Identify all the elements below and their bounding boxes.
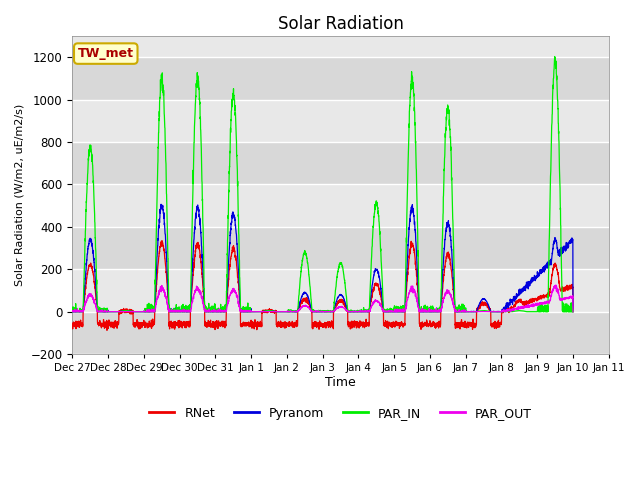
Pyranom bbox=[412, 242, 420, 248]
Pyranom bbox=[157, 202, 165, 207]
PAR_IN bbox=[287, 308, 295, 314]
PAR_OUT bbox=[292, 309, 300, 314]
PAR_IN bbox=[551, 54, 559, 60]
Pyranom bbox=[331, 305, 339, 311]
RNet bbox=[292, 320, 300, 326]
PAR_IN bbox=[291, 309, 299, 314]
Pyranom bbox=[292, 309, 300, 314]
PAR_OUT bbox=[331, 308, 339, 313]
PAR_OUT bbox=[552, 282, 559, 288]
PAR_OUT bbox=[412, 294, 420, 300]
RNet bbox=[412, 266, 420, 272]
Bar bbox=[72, 227, 609, 269]
PAR_IN bbox=[412, 153, 420, 158]
Bar bbox=[72, 312, 609, 354]
Text: TW_met: TW_met bbox=[78, 47, 134, 60]
PAR_OUT bbox=[132, 309, 140, 314]
Pyranom bbox=[132, 309, 140, 314]
PAR_OUT bbox=[390, 309, 398, 314]
Line: Pyranom: Pyranom bbox=[72, 204, 573, 312]
RNet bbox=[68, 321, 76, 327]
Y-axis label: Solar Radiation (W/m2, uE/m2/s): Solar Radiation (W/m2, uE/m2/s) bbox=[15, 104, 25, 286]
Line: PAR_IN: PAR_IN bbox=[72, 57, 573, 312]
PAR_IN bbox=[68, 309, 76, 314]
RNet bbox=[159, 238, 166, 244]
Bar bbox=[72, 57, 609, 99]
Bar bbox=[72, 184, 609, 227]
PAR_IN bbox=[132, 309, 140, 314]
RNet bbox=[103, 327, 111, 333]
PAR_OUT bbox=[287, 309, 295, 314]
Bar bbox=[72, 142, 609, 184]
PAR_IN bbox=[330, 300, 338, 306]
Bar bbox=[72, 99, 609, 142]
PAR_IN bbox=[569, 309, 577, 314]
Bar bbox=[72, 269, 609, 312]
RNet bbox=[331, 308, 339, 313]
X-axis label: Time: Time bbox=[325, 376, 356, 389]
Pyranom bbox=[569, 309, 577, 314]
PAR_OUT bbox=[68, 308, 76, 314]
Pyranom bbox=[287, 309, 295, 314]
Pyranom bbox=[390, 308, 398, 313]
PAR_IN bbox=[390, 309, 398, 314]
RNet bbox=[287, 323, 295, 329]
PAR_OUT bbox=[68, 309, 76, 314]
PAR_OUT bbox=[569, 309, 577, 314]
RNet bbox=[569, 309, 577, 314]
Title: Solar Radiation: Solar Radiation bbox=[278, 15, 403, 33]
Legend: RNet, Pyranom, PAR_IN, PAR_OUT: RNet, Pyranom, PAR_IN, PAR_OUT bbox=[144, 402, 537, 425]
Pyranom bbox=[68, 309, 76, 314]
RNet bbox=[132, 323, 140, 329]
Line: PAR_OUT: PAR_OUT bbox=[72, 285, 573, 312]
RNet bbox=[390, 320, 398, 326]
Line: RNet: RNet bbox=[72, 241, 573, 330]
